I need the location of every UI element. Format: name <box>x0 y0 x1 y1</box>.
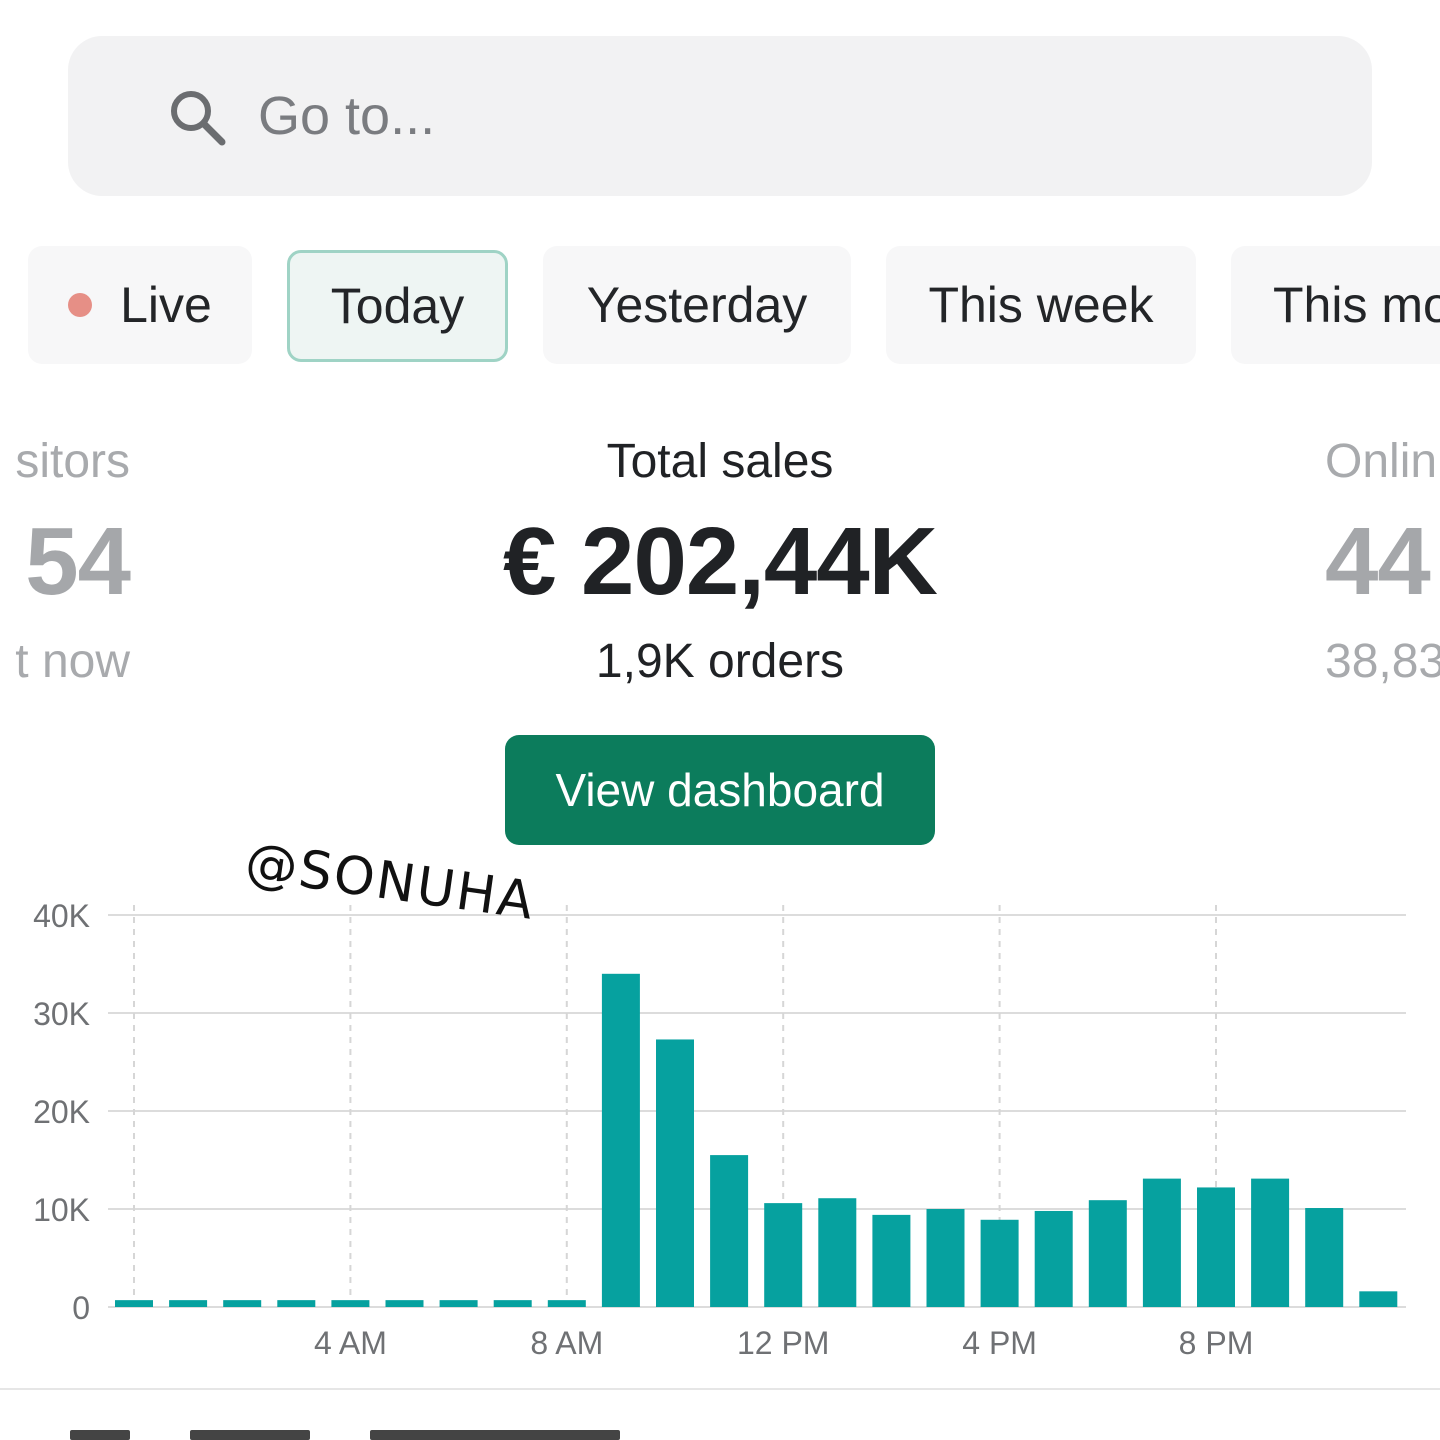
x-tick-label: 4 AM <box>314 1325 387 1361</box>
bar-6-pm <box>1088 1200 1127 1307</box>
bar-4-pm <box>980 1219 1019 1307</box>
bar-2-pm <box>872 1214 911 1307</box>
y-tick-label: 0 <box>72 1290 90 1326</box>
x-tick-label: 12 PM <box>737 1325 829 1361</box>
bar-9-pm <box>1251 1178 1290 1307</box>
bar-6-am <box>439 1300 478 1307</box>
bar-5-am <box>385 1300 424 1307</box>
bar-8-am <box>547 1300 586 1307</box>
stat-label: sitors <box>15 435 130 488</box>
tab-label: Yesterday <box>586 277 808 333</box>
stat-value: € 202,44K <box>502 508 938 615</box>
stat-value: 54 <box>25 508 131 615</box>
bar-12-pm <box>764 1203 803 1307</box>
bar-9-am <box>601 973 640 1307</box>
tab-label: Today <box>330 278 465 334</box>
stat-label: Onlin <box>1325 435 1438 488</box>
bar-3-pm <box>926 1209 965 1307</box>
stat-subtext: 38,83 <box>1325 635 1440 688</box>
live-indicator-dot <box>68 293 93 317</box>
tab-this-week[interactable]: This week <box>886 246 1196 364</box>
bar-3-am <box>277 1300 316 1307</box>
x-tick-label: 8 PM <box>1179 1325 1254 1361</box>
view-dashboard-button[interactable]: View dashboard <box>505 735 935 845</box>
y-tick-label: 40K <box>33 898 90 934</box>
x-tick-label: 8 AM <box>530 1325 603 1361</box>
search-bar[interactable] <box>68 36 1372 196</box>
bar-1-am <box>169 1300 208 1307</box>
bar-12-am <box>115 1300 153 1307</box>
stat-value: 44 <box>1325 508 1431 615</box>
next-section-peek <box>70 1426 670 1440</box>
bar-5-pm <box>1034 1210 1073 1307</box>
search-input[interactable] <box>258 85 1158 147</box>
y-tick-label: 20K <box>33 1094 90 1130</box>
x-tick-label: 4 PM <box>962 1325 1037 1361</box>
bar-2-am <box>223 1300 262 1307</box>
stat-subtext: t now <box>15 635 130 688</box>
tab-this-month[interactable]: This mo <box>1231 246 1440 364</box>
tab-label: Live <box>120 277 212 333</box>
bar-8-pm <box>1197 1187 1235 1307</box>
y-tick-label: 10K <box>33 1192 90 1228</box>
tab-today[interactable]: Today <box>287 250 508 362</box>
bar-11-am <box>710 1155 749 1307</box>
tab-label: This week <box>928 277 1154 333</box>
bar-4-am <box>331 1300 370 1307</box>
bar-10-pm <box>1305 1208 1344 1307</box>
stat-label: Total sales <box>606 435 834 488</box>
bar-7-am <box>493 1300 532 1307</box>
stat-subtext: 1,9K orders <box>595 635 845 688</box>
stat-total-sales[interactable]: Total sales € 202,44K 1,9K orders <box>420 432 1020 692</box>
tab-yesterday[interactable]: Yesterday <box>543 246 851 364</box>
section-divider <box>0 1388 1440 1390</box>
stat-online[interactable]: Onlin 44 38,83 <box>1325 432 1440 692</box>
bar-1-pm <box>818 1198 857 1307</box>
tab-label: This mo <box>1273 277 1440 333</box>
y-tick-label: 30K <box>33 996 90 1032</box>
bar-10-am <box>656 1039 694 1307</box>
bar-7-pm <box>1142 1178 1181 1307</box>
search-icon <box>171 91 226 146</box>
sales-bar-chart: 0 10K 20K 30K 40K 4 AM 8 AM 12 PM 4 PM 8 PM <box>33 898 1406 1361</box>
period-tabs: Live Today Yesterday This week This mo <box>0 246 1440 366</box>
bar-11-pm <box>1359 1291 1398 1307</box>
stat-visitors[interactable]: sitors 54 t now <box>0 432 131 692</box>
tab-live[interactable]: Live <box>28 246 252 364</box>
